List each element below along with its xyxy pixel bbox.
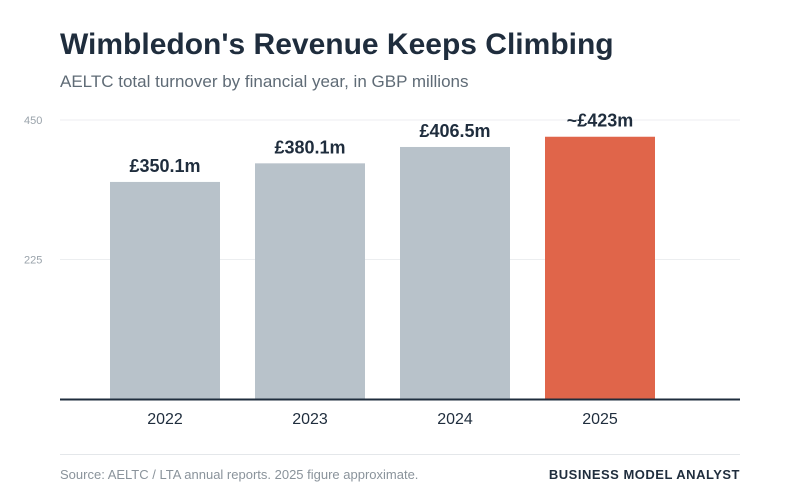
y-tick-label: 450 (24, 115, 42, 127)
chart-title: Wimbledon's Revenue Keeps Climbing (60, 28, 614, 61)
x-tick-label-2024: 2024 (437, 411, 473, 428)
bar-2022 (110, 181, 220, 399)
source-note: Source: AELTC / LTA annual reports. 2025… (60, 467, 419, 482)
bar-2024 (400, 146, 510, 399)
chart-subtitle: AELTC total turnover by financial year, … (60, 72, 469, 91)
brand-label: BUSINESS MODEL ANALYST (548, 467, 740, 482)
data-label-2022: £350.1m (129, 156, 200, 176)
y-tick-label: 225 (24, 255, 42, 267)
x-tick-label-2022: 2022 (147, 411, 183, 428)
data-label-2023: £380.1m (274, 137, 345, 157)
x-tick-label-2023: 2023 (292, 411, 328, 428)
footer-divider (60, 454, 740, 455)
data-label-2025: ~£423m (567, 111, 634, 131)
x-tick-label-2025: 2025 (582, 411, 618, 428)
bar-2023 (255, 163, 365, 399)
bar-2025 (545, 136, 655, 400)
data-label-2024: £406.5m (419, 121, 490, 141)
